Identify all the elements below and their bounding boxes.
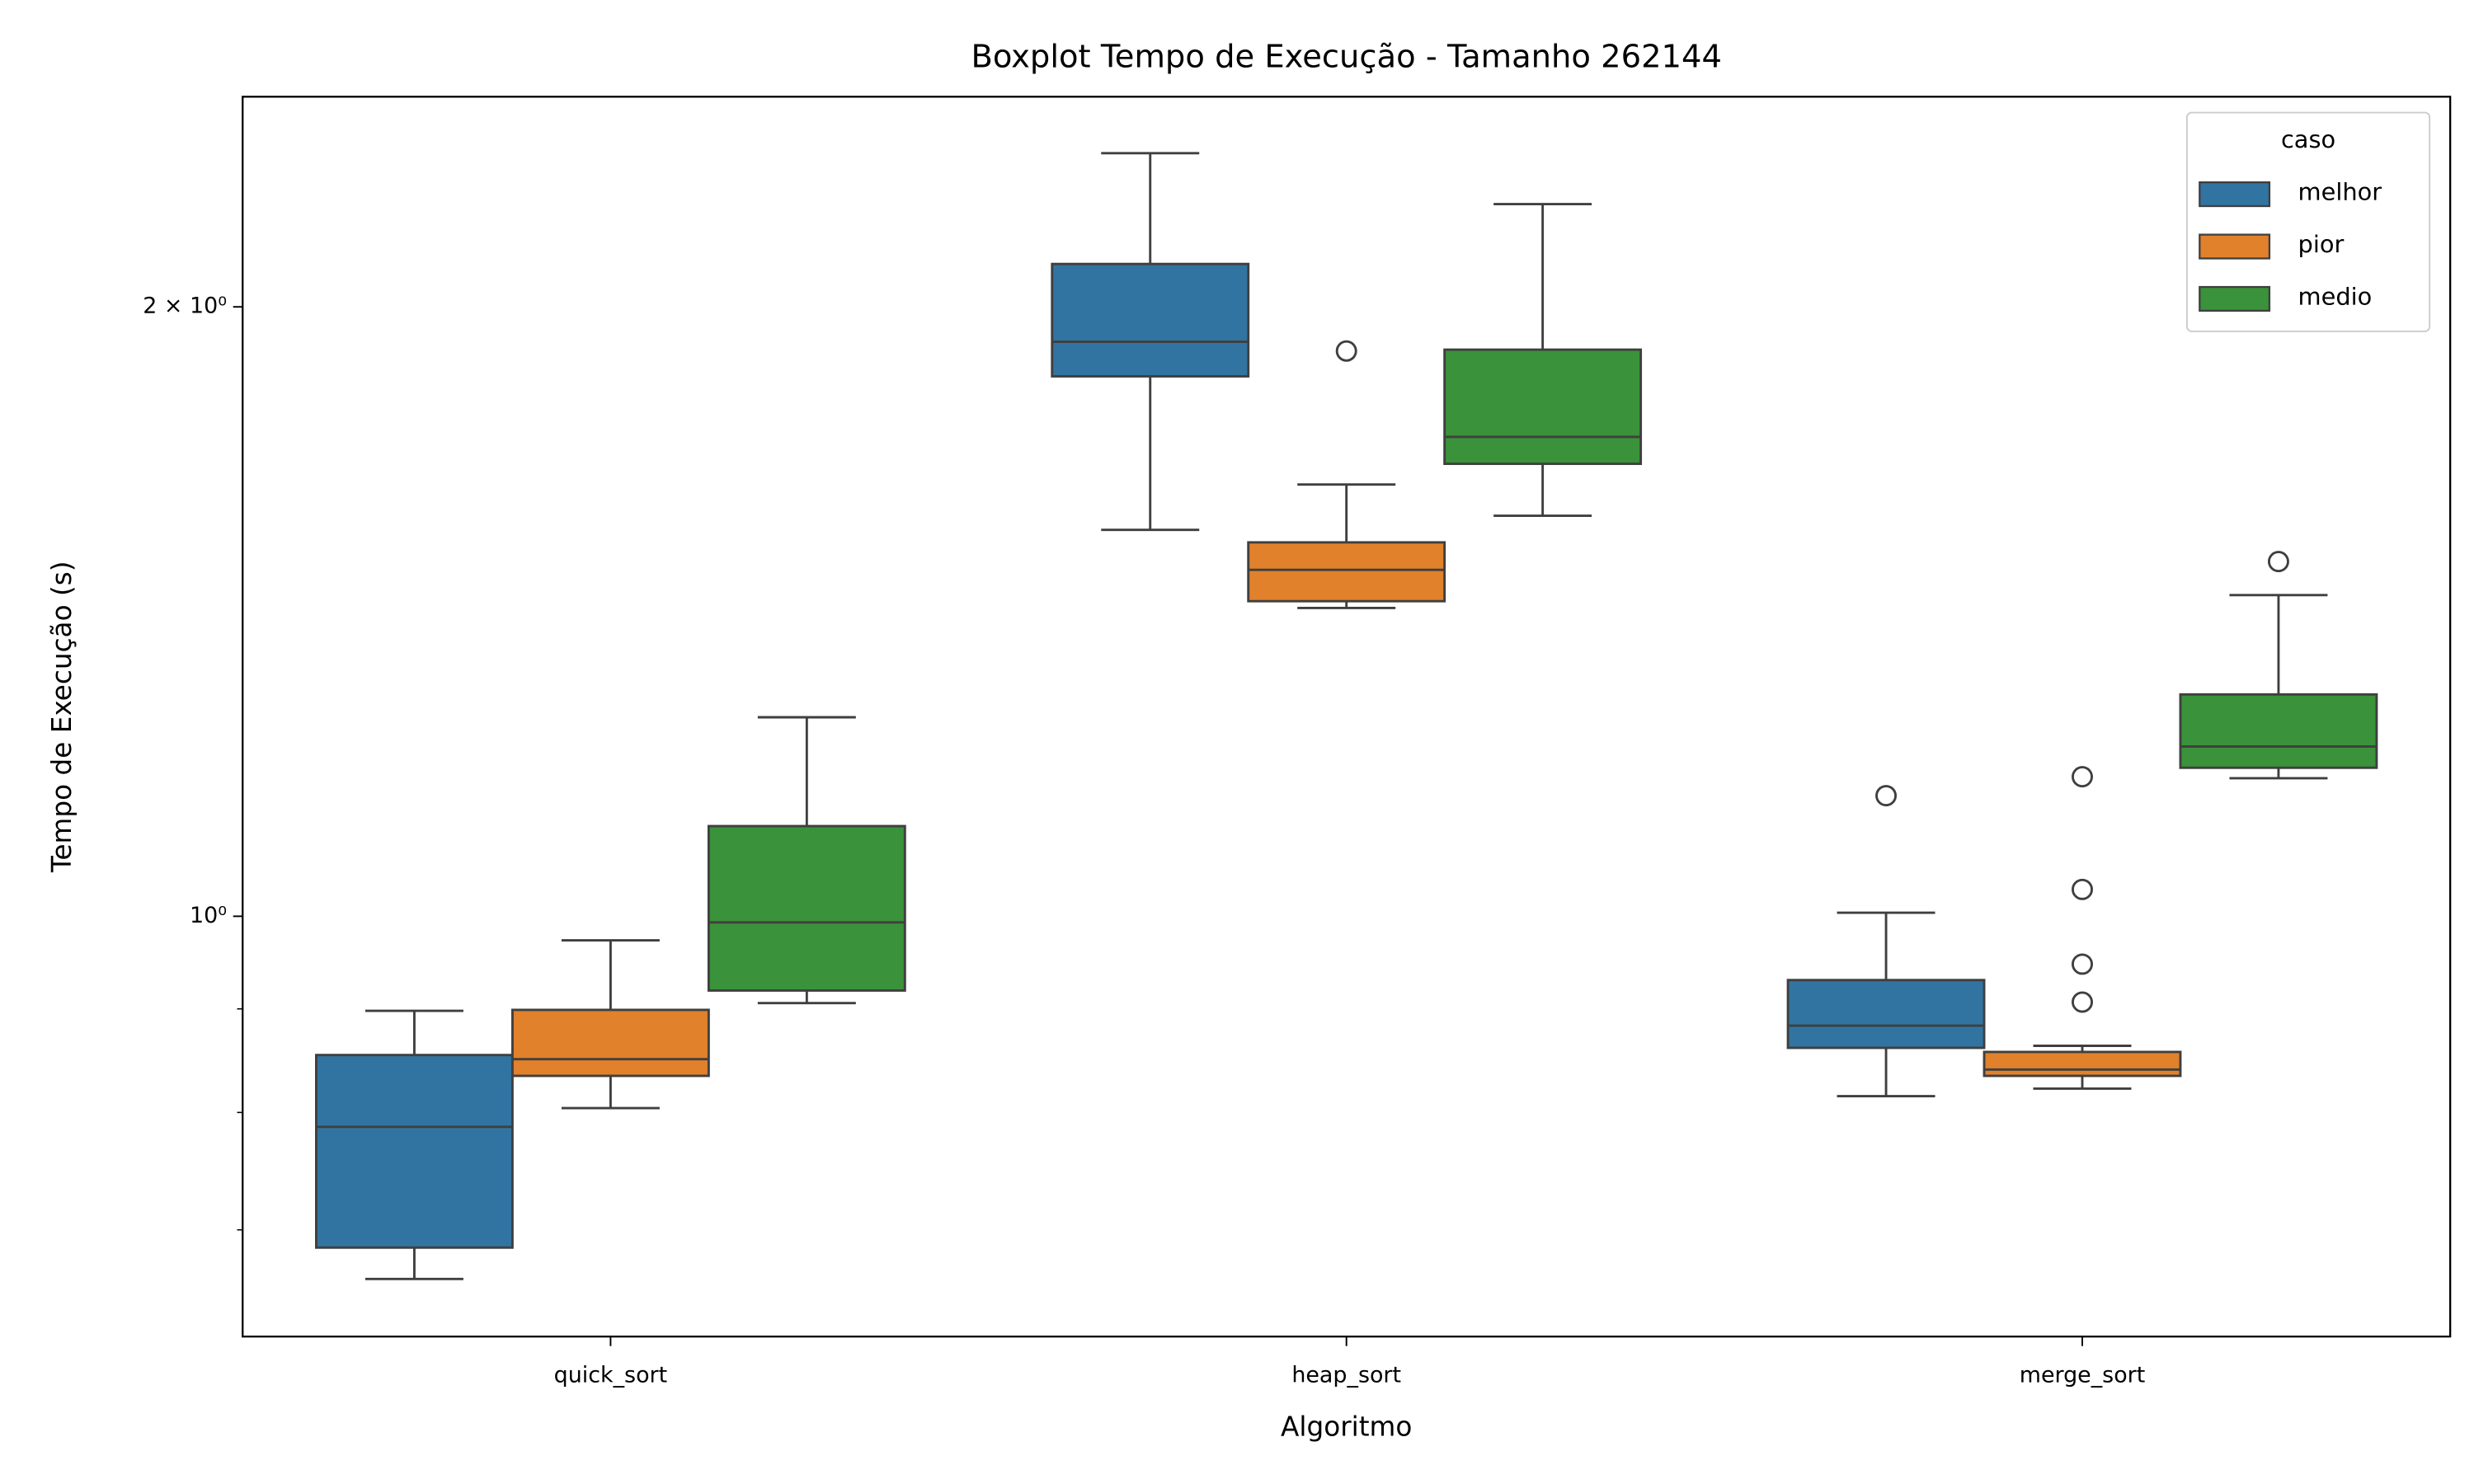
legend-swatch (2199, 233, 2271, 260)
box (707, 824, 906, 992)
box (1786, 979, 1986, 1050)
outlier (2072, 766, 2093, 788)
outlier (2072, 953, 2093, 975)
x-tick-label: merge_sort (2020, 1363, 2146, 1388)
box (1247, 541, 1446, 603)
legend-label: pior (2298, 230, 2345, 258)
outlier (2267, 551, 2289, 573)
outlier (2072, 878, 2093, 900)
legend-box (2185, 111, 2431, 332)
box (1443, 348, 1643, 466)
box (1982, 1050, 2182, 1078)
y-tick-label: 10⁰ (190, 903, 227, 928)
legend-swatch (2199, 181, 2271, 208)
outlier (1875, 785, 1898, 807)
box (2179, 693, 2378, 769)
y-tick-label: 2 × 10⁰ (143, 294, 227, 319)
box (315, 1054, 514, 1249)
y-axis-label: Tempo de Execução (s) (46, 561, 78, 872)
legend-label: melhor (2298, 178, 2382, 206)
x-axis-label: Algoritmo (1281, 1411, 1412, 1443)
legend-label: medio (2298, 283, 2373, 311)
x-tick-label: heap_sort (1291, 1363, 1401, 1388)
outlier (1335, 340, 1357, 362)
box (510, 1008, 710, 1078)
chart-title: Boxplot Tempo de Execução - Tamanho 2621… (971, 39, 1722, 76)
outlier (2072, 991, 2093, 1013)
x-tick-label: quick_sort (554, 1363, 668, 1388)
box (1051, 262, 1250, 378)
legend-swatch (2199, 285, 2271, 312)
legend-title: caso (2281, 125, 2335, 153)
plot-frame (242, 96, 2452, 1338)
